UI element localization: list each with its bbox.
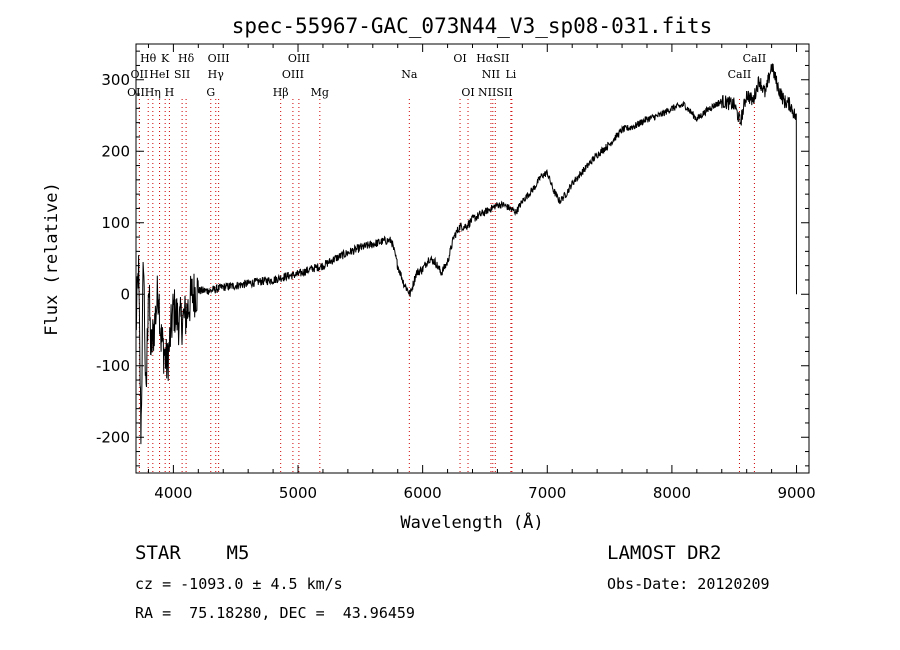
x-tick-label: 4000 [154,484,192,502]
line-label: SII [174,68,190,81]
coordinates: RA = 75.18280, DEC = 43.96459 [135,604,415,622]
line-label: Na [401,68,418,81]
line-label: HαSII [476,52,509,65]
line-label: Mg [311,86,329,99]
survey-label: LAMOST DR2 [607,542,722,564]
x-tick-label: 9000 [777,484,815,502]
line-label: Hδ [178,52,195,65]
series-group [135,63,797,445]
y-tick-label: 0 [120,285,130,303]
line-label: Hγ [208,68,225,81]
x-tick-label: 6000 [404,484,442,502]
line-label: OIII [282,68,304,81]
line-label: OII [131,68,149,81]
line-label: Hθ [140,52,157,65]
line-label: Hβ [273,86,289,99]
line-label: OIII [288,52,310,65]
chart-title: spec-55967-GAC_073N44_V3_sp08-031.fits [232,14,712,38]
line-label: NIISII [478,86,513,99]
line-label: HeI [149,68,169,81]
y-tick-label: 300 [101,71,130,89]
y-axis-label: Flux (relative) [42,182,62,336]
line-label: NII [482,68,500,81]
line-label: G [206,86,215,99]
line-label: Li [505,68,516,81]
redshift-velocity: cz = -1093.0 ± 4.5 km/s [135,575,343,593]
observation-date: Obs-Date: 20120209 [607,575,770,593]
axis-ticks: 4000 5000 6000 7000 8000 9000 -200 -100 0 100 200 3… [96,44,816,502]
spectrum-line [135,63,797,445]
line-label: H [165,86,175,99]
line-label: K [161,52,170,65]
line-label: CaII [743,52,767,65]
x-tick-label: 8000 [653,484,691,502]
object-label: STAR M5 [135,542,250,564]
line-label: OIII [208,52,230,65]
x-tick-label: 7000 [528,484,566,502]
line-label: OI [453,52,466,65]
line-label: OII [127,86,145,99]
line-label: OI [461,86,474,99]
y-tick-label: -200 [96,428,130,446]
line-label: Hη [145,86,161,99]
line-label: CaII [728,68,752,81]
y-tick-label: 100 [101,214,130,232]
y-tick-label: -100 [96,357,130,375]
x-tick-label: 5000 [279,484,317,502]
x-axis-label: Wavelength (Å) [400,511,543,533]
y-tick-label: 200 [101,142,130,160]
